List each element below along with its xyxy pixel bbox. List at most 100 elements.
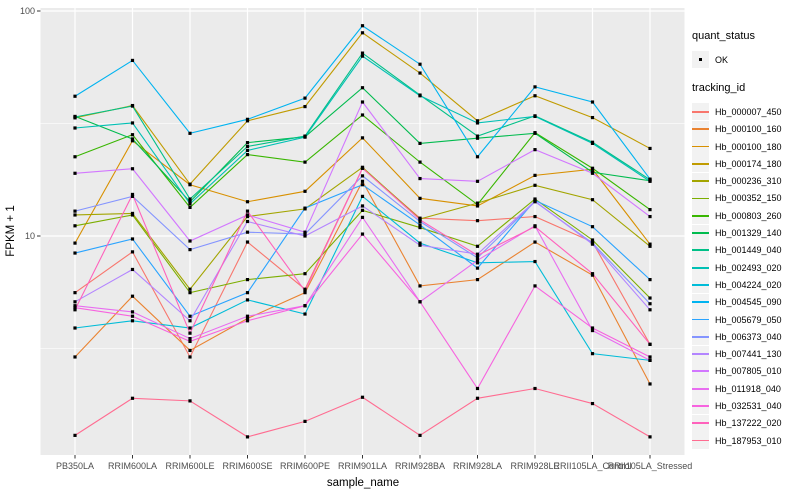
data-point [188, 326, 192, 330]
data-point [188, 202, 192, 206]
data-point [648, 214, 652, 219]
data-point [245, 230, 250, 234]
data-point [475, 256, 480, 260]
data-point [360, 136, 365, 140]
data-point [360, 54, 365, 58]
legend-key-swatch [692, 380, 709, 398]
x-tick-label: RRII105LA_Stressed [608, 461, 693, 471]
data-point [475, 134, 480, 138]
data-point [418, 241, 422, 245]
data-point [188, 200, 192, 204]
data-point [245, 435, 250, 439]
data-point [245, 209, 250, 213]
data-point [475, 179, 480, 183]
legend-key-swatch [692, 241, 709, 259]
data-point [130, 237, 135, 241]
data-point [130, 167, 135, 171]
legend-line-icon [692, 214, 709, 217]
data-point [648, 435, 652, 439]
data-point [188, 182, 192, 186]
legend-label: Hb_005679_050 [715, 314, 782, 325]
data-point [475, 396, 480, 400]
data-point [73, 209, 77, 213]
data-point [303, 234, 307, 238]
legend-key-swatch [692, 397, 709, 415]
legend-label: Hb_011918_040 [715, 383, 781, 394]
data-point [188, 355, 192, 359]
data-point [533, 284, 537, 288]
legend-item-tracking: Hb_000100_180 [692, 138, 798, 156]
data-point [303, 287, 307, 291]
data-point [130, 213, 135, 217]
legend-line-icon [692, 162, 709, 165]
data-point [303, 272, 307, 276]
data-point [418, 300, 422, 304]
data-point [533, 240, 537, 244]
data-point [475, 258, 480, 262]
data-point [418, 223, 422, 227]
legend-tracking-list: Hb_000007_450 Hb_000100_160 Hb_000100_180 H… [692, 103, 798, 450]
legend-line-icon [692, 128, 709, 131]
data-point [303, 96, 307, 100]
data-point [648, 179, 652, 183]
legend-label: Hb_000100_180 [715, 141, 782, 152]
data-point [73, 433, 77, 437]
data-point [475, 278, 480, 282]
data-point [130, 267, 135, 272]
data-point [418, 196, 422, 200]
legend-line-icon [692, 145, 709, 148]
legend-label: Hb_137222_020 [715, 418, 782, 429]
data-point [418, 176, 422, 181]
data-point [590, 100, 595, 104]
data-point [188, 339, 192, 344]
data-point [303, 135, 307, 139]
legend-label: Hb_006373_040 [715, 331, 782, 342]
legend-label: Hb_002493_020 [715, 262, 782, 273]
data-point [245, 219, 250, 224]
data-point [475, 253, 480, 257]
legend-label: Hb_007441_130 [715, 349, 782, 360]
data-point [130, 133, 135, 137]
data-point [475, 119, 480, 123]
legend-key-swatch [692, 259, 709, 277]
data-point [418, 94, 422, 98]
legend-item-tracking: Hb_137222_020 [692, 414, 798, 432]
data-point [648, 355, 652, 359]
data-point [188, 205, 192, 210]
legend-item-tracking: Hb_000100_160 [692, 120, 798, 138]
legend-key-swatch [692, 138, 709, 156]
legend-key-swatch [692, 120, 709, 138]
legend-line-icon [692, 301, 709, 304]
legend-line-icon [692, 353, 709, 355]
data-point [303, 304, 307, 308]
data-point [590, 401, 595, 406]
data-point [130, 194, 135, 198]
data-point [188, 239, 192, 243]
data-point [73, 306, 77, 310]
legend-item-tracking: Hb_004545_090 [692, 293, 798, 311]
legend-key-swatch [692, 432, 709, 450]
data-point [360, 86, 365, 90]
data-point [475, 266, 480, 270]
data-point [303, 230, 307, 234]
data-point [73, 115, 77, 119]
data-point [648, 358, 652, 362]
data-point [130, 139, 135, 143]
data-point [360, 232, 365, 236]
legend-item-quant-ok: OK [692, 51, 798, 69]
data-point [245, 298, 250, 302]
legend-item-tracking: Hb_000352_150 [692, 189, 798, 207]
data-point [130, 396, 135, 400]
legend-key-swatch [692, 362, 709, 380]
data-point [533, 148, 537, 152]
legend-item-tracking: Hb_000236_310 [692, 172, 798, 190]
data-point [590, 141, 595, 145]
legend-key-swatch [692, 172, 709, 190]
legend-label: Hb_000236_310 [715, 176, 782, 187]
x-tick-label: RRIM928LE [510, 461, 559, 471]
legend-item-tracking: Hb_000007_450 [692, 103, 798, 121]
data-point [648, 382, 652, 386]
legend-line-icon [692, 439, 709, 442]
data-point [360, 100, 365, 104]
legend-item-tracking: Hb_011918_040 [692, 380, 798, 398]
